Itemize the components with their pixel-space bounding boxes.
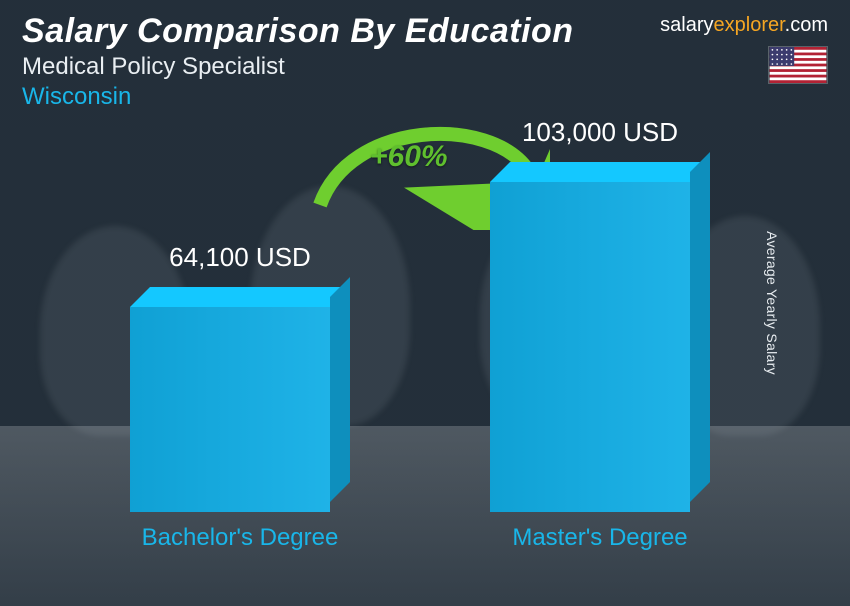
brand-part-accent: explorer bbox=[714, 14, 785, 36]
page-title: Salary Comparison By Education bbox=[22, 12, 574, 51]
bar-bachelor: 64,100 USD Bachelor's Degree bbox=[130, 307, 350, 512]
page-subtitle: Medical Policy Specialist bbox=[22, 53, 574, 81]
bar-value: 64,100 USD bbox=[110, 242, 370, 273]
brand-logo: salaryexplorer.com bbox=[660, 14, 828, 37]
percent-increase-badge: +60% bbox=[370, 140, 448, 174]
header: Salary Comparison By Education Medical P… bbox=[22, 12, 574, 111]
infographic-canvas: Salary Comparison By Education Medical P… bbox=[0, 0, 850, 606]
page-location: Wisconsin bbox=[22, 83, 574, 111]
chart-area: +60% 64,100 USD Bachelor's Degree 103,00… bbox=[60, 140, 780, 546]
us-flag-icon bbox=[768, 46, 828, 84]
bar-value: 103,000 USD bbox=[470, 117, 730, 148]
bar-label: Bachelor's Degree bbox=[110, 524, 370, 552]
brand-part-plain: salary bbox=[660, 14, 713, 36]
bar-label: Master's Degree bbox=[470, 524, 730, 552]
brand-part-suffix: .com bbox=[785, 14, 828, 36]
bar-master: 103,000 USD Master's Degree bbox=[490, 182, 710, 512]
